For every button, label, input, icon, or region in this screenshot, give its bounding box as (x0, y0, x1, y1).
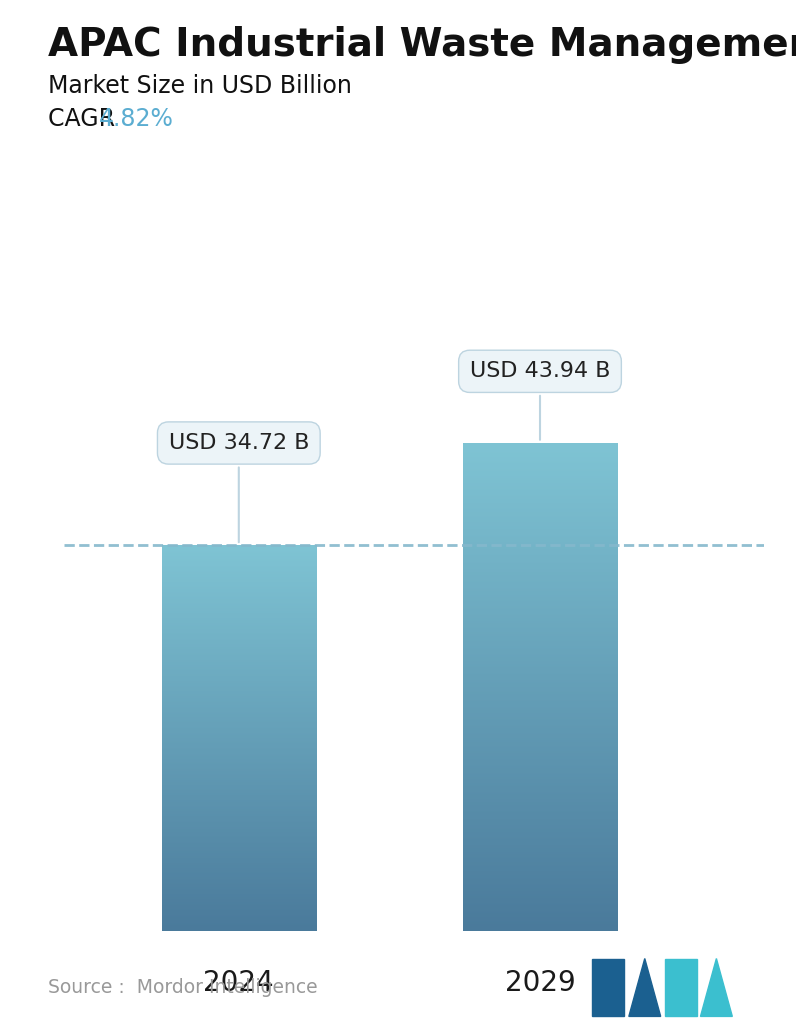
Polygon shape (629, 959, 661, 1016)
Polygon shape (700, 959, 732, 1016)
Bar (592, 959, 624, 1016)
Text: USD 43.94 B: USD 43.94 B (470, 361, 611, 439)
Text: Source :  Mordor Intelligence: Source : Mordor Intelligence (48, 978, 318, 997)
Bar (665, 959, 697, 1016)
Text: 2024: 2024 (204, 970, 274, 998)
Text: CAGR: CAGR (48, 107, 123, 130)
Text: 2029: 2029 (505, 970, 576, 998)
Text: APAC Industrial Waste Management: APAC Industrial Waste Management (48, 26, 796, 64)
Text: USD 34.72 B: USD 34.72 B (169, 433, 309, 542)
Text: 4.82%: 4.82% (99, 107, 174, 130)
Text: Market Size in USD Billion: Market Size in USD Billion (48, 74, 352, 98)
